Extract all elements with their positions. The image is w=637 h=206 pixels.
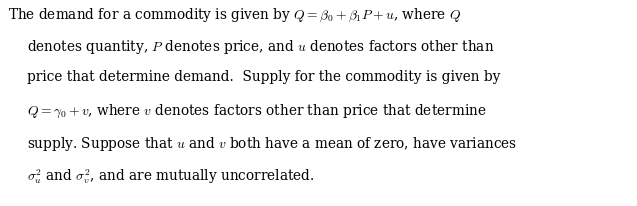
Text: denotes quantity, $P$ denotes price, and $u$ denotes factors other than: denotes quantity, $P$ denotes price, and… — [27, 38, 494, 56]
Text: price that determine demand.  Supply for the commodity is given by: price that determine demand. Supply for … — [27, 70, 500, 84]
Text: supply. Suppose that $u$ and $v$ both have a mean of zero, have variances: supply. Suppose that $u$ and $v$ both ha… — [27, 134, 517, 152]
Text: $\sigma_u^2$ and $\sigma_v^2$, and are mutually uncorrelated.: $\sigma_u^2$ and $\sigma_v^2$, and are m… — [27, 166, 314, 185]
Text: The demand for a commodity is given by $Q = \beta_0 + \beta_1 P + u$, where $Q$: The demand for a commodity is given by $… — [8, 6, 461, 23]
Text: $Q = \gamma_0 + v$, where $v$ denotes factors other than price that determine: $Q = \gamma_0 + v$, where $v$ denotes fa… — [27, 102, 486, 119]
